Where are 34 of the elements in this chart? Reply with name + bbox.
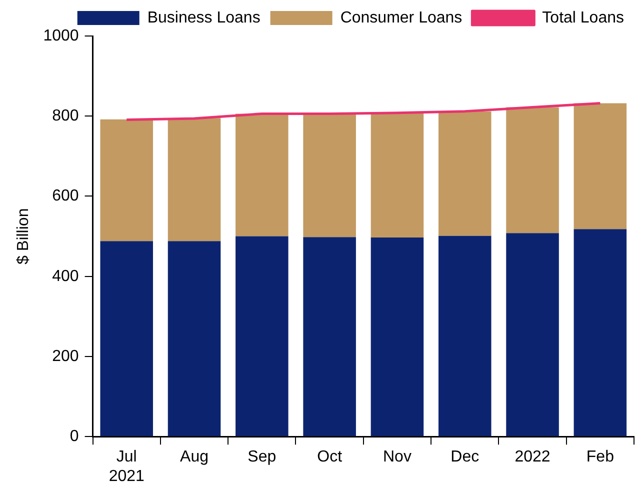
x-tick-label: Feb bbox=[586, 448, 614, 466]
y-tick-label: 200 bbox=[52, 348, 79, 365]
y-tick-label: 800 bbox=[52, 108, 79, 125]
x-tick-label: Sep bbox=[248, 448, 276, 466]
y-axis-title: $ Billion bbox=[15, 208, 32, 264]
bar bbox=[168, 118, 221, 242]
x-tick-label: Dec bbox=[450, 448, 480, 466]
bar bbox=[438, 236, 492, 436]
bar bbox=[168, 241, 221, 436]
legend-label: Business Loans bbox=[147, 9, 260, 26]
x-tick-label: Nov bbox=[382, 448, 412, 466]
bar bbox=[370, 112, 424, 238]
bar bbox=[303, 114, 356, 238]
x-tick-label: Jul 2021 bbox=[108, 448, 145, 485]
bar bbox=[438, 111, 492, 236]
bar bbox=[100, 119, 154, 242]
y-tick-label: 0 bbox=[70, 428, 79, 446]
y-tick-label: 600 bbox=[52, 188, 79, 205]
bar bbox=[506, 233, 559, 436]
x-tick-label: Oct bbox=[317, 448, 343, 466]
bar bbox=[506, 107, 559, 234]
x-tick-label: Aug bbox=[180, 448, 209, 466]
bar bbox=[370, 238, 424, 436]
legend-label: Consumer Loans bbox=[340, 9, 462, 26]
bar bbox=[100, 241, 154, 436]
bar bbox=[303, 237, 356, 436]
bar bbox=[574, 229, 627, 436]
legend-label: Total Loans bbox=[542, 9, 624, 26]
y-tick-label: 1000 bbox=[43, 27, 79, 44]
bar bbox=[236, 236, 288, 436]
x-tick-label: 2022 bbox=[514, 448, 550, 466]
bar bbox=[574, 103, 627, 230]
y-tick-label: 400 bbox=[52, 268, 79, 285]
bar bbox=[236, 114, 288, 236]
